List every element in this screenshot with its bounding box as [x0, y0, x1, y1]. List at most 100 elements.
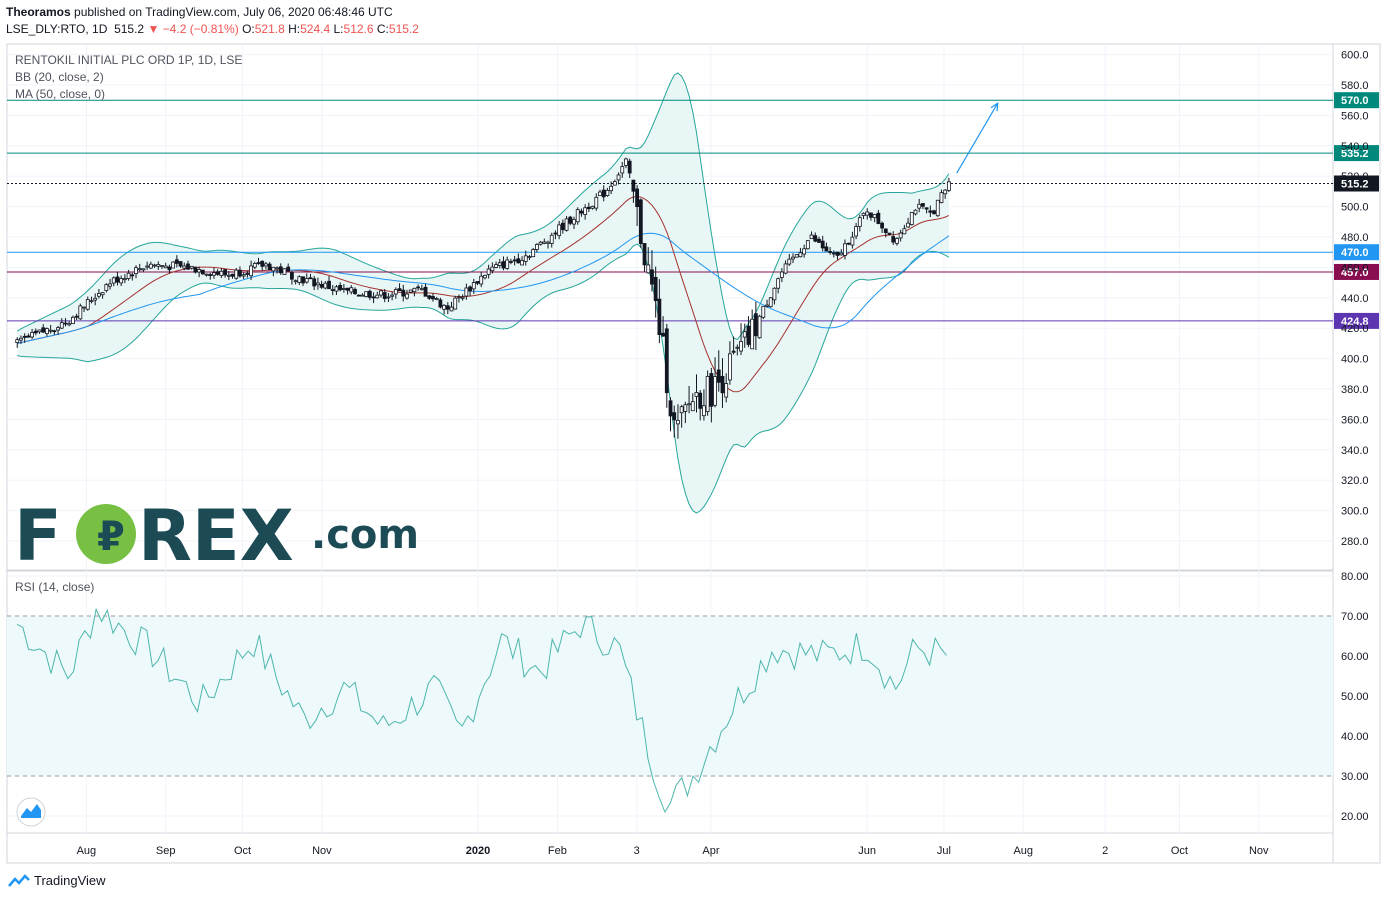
candle-body	[798, 252, 803, 258]
candle-body	[813, 235, 818, 242]
level-badge	[1334, 263, 1379, 280]
candle-body	[219, 270, 224, 276]
level-label: 470.0	[1341, 247, 1369, 259]
time-tick-label: Aug	[77, 845, 97, 857]
candle-body	[946, 181, 951, 191]
candle-body	[653, 276, 658, 302]
price-tick-label: 600.0	[1341, 50, 1369, 62]
horizontal-levels[interactable]: 570.0 535.2 515.2 470.0 457.0 424.8	[7, 92, 1379, 329]
candle-body	[282, 268, 287, 276]
candle-body	[174, 259, 179, 264]
bb-indicator-label[interactable]: BB (20, close, 2)	[15, 70, 104, 84]
candle-body	[412, 287, 417, 293]
candle-body	[45, 328, 49, 335]
candle-body	[887, 232, 892, 235]
close-value: 515.2	[388, 22, 419, 36]
candle-body	[89, 300, 94, 303]
candle-body	[520, 260, 524, 266]
candle-body	[809, 234, 814, 240]
time-tick-label: Sep	[156, 845, 176, 857]
candle-body	[865, 211, 870, 216]
candle-body	[805, 240, 810, 250]
candle-body	[145, 265, 150, 268]
candle-body	[917, 203, 922, 209]
forex-com-watermark: F ₽ REX .com	[14, 495, 424, 577]
candle-body	[642, 243, 647, 266]
candle-body	[382, 292, 387, 299]
candle-body	[698, 392, 703, 409]
candle-body	[19, 337, 23, 341]
candle-body	[312, 278, 317, 287]
candle-body	[48, 329, 53, 332]
candle-body	[616, 174, 621, 181]
candle-body	[297, 276, 302, 283]
projection-arrow[interactable]	[956, 102, 999, 174]
candle-body	[375, 294, 380, 299]
price-tick-label: 440.0	[1341, 293, 1369, 305]
candle-body	[431, 296, 435, 300]
candle-body	[479, 275, 484, 285]
candle-body	[601, 189, 606, 198]
candle-body	[538, 241, 543, 245]
symbol-title: RENTOKIL INITIAL PLC ORD 1P, 1D, LSE	[15, 53, 242, 67]
tradingview-chart-icon[interactable]	[16, 797, 46, 827]
rsi-indicator-label[interactable]: RSI (14, close)	[15, 580, 94, 594]
candle-body	[509, 261, 513, 263]
forex-coin-icon	[76, 504, 136, 564]
candle-body	[494, 264, 498, 268]
candle-body	[772, 287, 777, 301]
arrow-head	[990, 102, 999, 112]
candle-body	[204, 273, 209, 276]
candle-body	[921, 203, 925, 207]
tradingview-logo-icon[interactable]	[8, 873, 30, 888]
time-axis[interactable]	[6, 832, 1334, 864]
candle-body	[126, 272, 131, 279]
candle-body	[408, 289, 413, 293]
candle-body	[278, 266, 283, 274]
candle-body	[791, 256, 795, 260]
candle-body	[817, 238, 821, 243]
candle-body	[794, 254, 799, 258]
candle-body	[787, 258, 792, 265]
candle-body	[22, 335, 27, 338]
candle-body	[148, 263, 153, 269]
candle-body	[709, 373, 714, 407]
price-tick-label: 520.0	[1341, 171, 1369, 183]
candle-body	[457, 296, 461, 299]
candle-body	[249, 265, 253, 277]
candle-body	[141, 268, 146, 271]
candle-body	[379, 290, 383, 296]
low-value: 512.6	[343, 22, 374, 36]
candle-body	[568, 216, 573, 224]
candle-body	[52, 330, 57, 333]
candle-body	[308, 277, 313, 280]
time-tick-label: Apr	[702, 845, 719, 857]
candle-body	[189, 265, 194, 269]
ma-indicator-label[interactable]: MA (50, close, 0)	[15, 87, 105, 101]
publish-info: Theoramos published on TradingView.com, …	[6, 5, 393, 19]
candle-body	[41, 327, 46, 333]
time-tick-label: Aug	[1013, 845, 1033, 857]
candle-body	[134, 267, 138, 274]
candle-body	[583, 207, 588, 215]
candle-body	[557, 224, 562, 236]
candle-body	[861, 212, 866, 216]
candle-body	[932, 210, 936, 215]
candle-body	[854, 226, 859, 237]
level-label: 535.2	[1341, 148, 1369, 160]
publish-date: published on TradingView.com, July 06, 2…	[74, 5, 393, 19]
candle-body	[635, 188, 640, 208]
candle-body	[67, 323, 72, 326]
rsi-tick-label: 60.00	[1341, 651, 1369, 663]
author-name[interactable]: Theoramos	[6, 5, 71, 19]
candle-body	[750, 318, 755, 350]
candle-body	[360, 294, 365, 297]
candle-body	[252, 263, 257, 268]
candle-body	[735, 346, 740, 349]
candle-body	[783, 263, 788, 274]
candle-body	[200, 269, 205, 275]
tradingview-brand[interactable]: TradingView	[34, 873, 106, 888]
time-tick-label: Oct	[1171, 845, 1188, 857]
candle-body	[531, 249, 536, 258]
